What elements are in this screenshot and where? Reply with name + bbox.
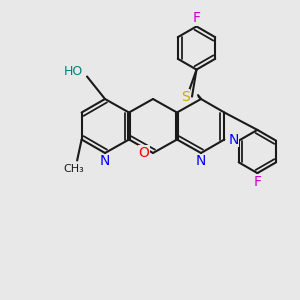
Text: HO: HO [64, 64, 83, 78]
Text: CH₃: CH₃ [64, 164, 85, 174]
Text: N: N [228, 133, 239, 146]
Text: O: O [139, 146, 149, 160]
Text: F: F [193, 11, 200, 25]
Text: N: N [100, 154, 110, 168]
Text: S: S [181, 90, 190, 104]
Text: F: F [254, 175, 261, 189]
Text: N: N [196, 154, 206, 168]
